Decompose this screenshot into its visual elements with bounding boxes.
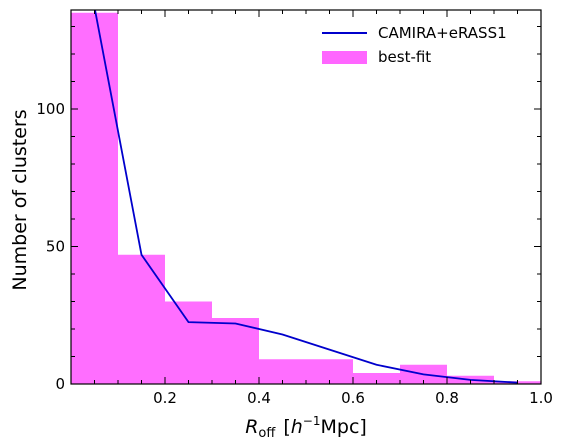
histogram-bar: [165, 301, 212, 384]
histogram-bar: [71, 12, 118, 384]
histogram-bar: [212, 318, 259, 384]
x-label-exp: −1: [303, 414, 321, 428]
x-tick-label: 0.8: [435, 389, 459, 407]
histogram-bar: [118, 254, 165, 384]
axis-ticks: 0.2 0.4 0.6 0.8 1.0 0 50 100: [36, 10, 553, 407]
x-label-sub: off: [258, 426, 276, 441]
legend-label-line: CAMIRA+eRASS1: [378, 24, 507, 42]
legend-label-hist: best-fit: [378, 48, 431, 66]
histogram-bars: [71, 12, 541, 384]
legend: CAMIRA+eRASS1 best-fit: [322, 24, 507, 66]
x-tick-label: 0.4: [247, 389, 271, 407]
x-label-unit: Mpc]: [320, 416, 366, 438]
histogram-bar: [259, 359, 306, 384]
x-tick-label: 0.6: [341, 389, 365, 407]
x-label-bracket-open: [: [283, 416, 290, 438]
y-tick-label: 0: [55, 375, 65, 393]
histogram-bar: [306, 359, 353, 384]
x-tick-label: 1.0: [529, 389, 553, 407]
x-label-main: R: [245, 416, 258, 438]
y-tick-label: 100: [36, 100, 65, 118]
legend-bar-swatch: [322, 51, 367, 64]
x-axis-label: Roff [h−1Mpc]: [245, 414, 367, 441]
histogram-bar: [353, 373, 400, 384]
x-tick-label: 0.2: [153, 389, 177, 407]
x-label-h: h: [291, 416, 303, 438]
y-axis-label: Number of clusters: [9, 109, 31, 290]
y-tick-label: 50: [46, 238, 65, 256]
